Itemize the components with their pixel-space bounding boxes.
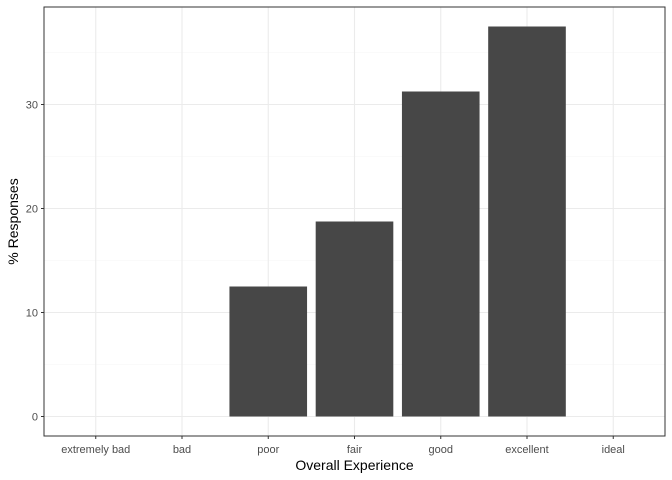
bar-good (401, 91, 480, 417)
x-tick-label: fair (347, 444, 363, 456)
x-axis-title: Overall Experience (295, 457, 413, 473)
x-tick-label: good (429, 444, 453, 456)
bar-excellent (488, 26, 566, 417)
y-tick-label: 30 (26, 100, 38, 112)
axis-ticks (41, 104, 614, 439)
x-tick-label: ideal (602, 444, 625, 456)
tick-labels: 0 10 20 30 extremely bad bad poor fair good excel… (26, 100, 625, 457)
y-tick-label: 10 (26, 308, 38, 320)
x-tick-label: poor (257, 444, 279, 456)
y-tick-label: 0 (32, 412, 38, 424)
x-tick-label: extremely bad (61, 444, 130, 456)
bars (229, 26, 566, 417)
bar-fair (315, 221, 394, 417)
x-tick-label: bad (173, 444, 191, 456)
bar-poor (229, 286, 308, 417)
y-tick-label: 20 (26, 204, 38, 216)
x-tick-label: excellent (505, 444, 548, 456)
y-axis-title: % Responses (5, 178, 21, 264)
